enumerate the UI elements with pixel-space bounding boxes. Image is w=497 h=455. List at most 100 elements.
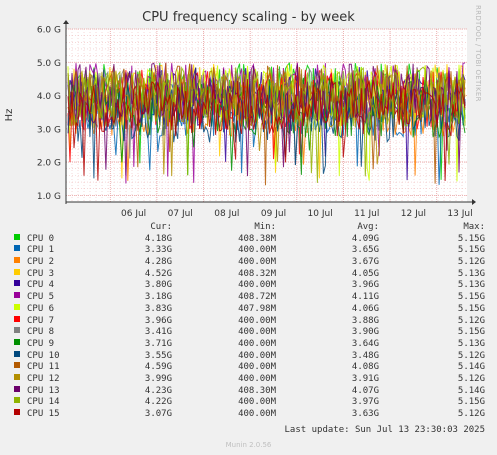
legend-min: 408.32M	[238, 268, 276, 279]
legend-name: CPU 7	[27, 315, 55, 326]
col-max-header: Max:	[463, 222, 485, 232]
legend-max: 5.15G	[457, 233, 485, 244]
legend-min: 408.30M	[238, 385, 276, 396]
legend-cur: 4.28G	[144, 257, 172, 268]
y-tick-label: 5.0 G	[37, 59, 61, 69]
legend-row: CPU 2 4.28G 400.00M 3.67G 5.12G	[0, 257, 497, 269]
legend-min: 400.00M	[238, 245, 276, 256]
y-tick-label: 4.0 G	[37, 92, 61, 102]
legend-swatch	[14, 303, 20, 310]
legend-name: CPU 5	[27, 292, 55, 303]
legend-min: 400.00M	[238, 397, 276, 408]
legend-swatch	[14, 245, 20, 252]
legend-max: 5.13G	[457, 268, 485, 279]
legend-avg: 4.11G	[351, 292, 379, 303]
legend-max: 5.15G	[457, 292, 485, 303]
legend-name: CPU 2	[27, 257, 55, 268]
legend-avg: 3.97G	[351, 397, 379, 408]
legend-avg: 3.88G	[351, 315, 379, 326]
legend-cur: 3.07G	[144, 409, 172, 419]
chart-plot: 1.0 G 2.0 G 3.0 G 4.0 G 5.0 G 6.0 G 06 Jul 07 J…	[4, 20, 476, 219]
legend-name: CPU 6	[27, 303, 55, 314]
legend-swatch	[14, 233, 20, 240]
legend-max: 5.12G	[457, 315, 485, 326]
legend-name: CPU 1	[27, 245, 55, 256]
legend-name: CPU 3	[27, 268, 55, 279]
legend-row: CPU 10 3.55G 400.00M 3.48G 5.12G	[0, 350, 497, 363]
legend-avg: 3.48G	[351, 350, 379, 361]
y-tick-label: 2.0 G	[37, 159, 61, 169]
x-tick-label: 08 Jul	[214, 209, 239, 219]
legend-row: CPU 0 4.18G 408.38M 4.09G 5.15G	[0, 233, 497, 246]
legend-swatch	[14, 280, 20, 287]
legend-min: 400.00M	[238, 257, 276, 268]
legend-avg: 3.64G	[351, 338, 379, 349]
legend-name: CPU 14	[27, 397, 60, 408]
legend-swatch	[14, 327, 20, 334]
legend-avg: 3.65G	[351, 245, 379, 256]
legend-row: CPU 13 4.23G 408.30M 4.07G 5.14G	[0, 385, 497, 398]
legend-cur: 3.41G	[144, 327, 172, 338]
x-tick-label: 11 Jul	[354, 209, 379, 219]
x-tick-label: 09 Jul	[261, 209, 286, 219]
legend-min: 400.00M	[238, 350, 276, 361]
legend-min: 400.00M	[238, 373, 276, 384]
legend-row: CPU 9 3.71G 400.00M 3.64G 5.13G	[0, 338, 497, 351]
legend-cur: 4.23G	[144, 385, 172, 396]
legend-max: 5.15G	[457, 245, 485, 256]
legend-name: CPU 0	[27, 233, 55, 244]
legend-max: 5.12G	[457, 373, 485, 384]
legend-max: 5.13G	[457, 280, 485, 291]
legend-avg: 3.96G	[351, 280, 379, 291]
munin-version: Munin 2.0.56	[225, 441, 272, 449]
legend-avg: 4.08G	[351, 362, 379, 373]
last-update: Last update: Sun Jul 13 23:30:03 2025	[284, 425, 485, 435]
legend-name: CPU 9	[27, 338, 55, 349]
col-cur-header: Cur:	[150, 222, 172, 232]
legend-row: CPU 7 3.96G 400.00M 3.88G 5.12G	[0, 315, 497, 328]
legend-swatch	[14, 338, 20, 345]
legend-table: Cur: Min: Avg: Max: CPU 0 4.18G 408.38M 4.0…	[0, 222, 497, 421]
chart-title: CPU frequency scaling - by week	[142, 10, 355, 25]
legend-min: 400.00M	[238, 362, 276, 373]
legend-cur: 4.59G	[144, 362, 172, 373]
y-tick-label: 6.0 G	[37, 26, 61, 36]
legend-cur: 3.55G	[144, 350, 172, 361]
x-tick-label: 06 Jul	[121, 209, 146, 219]
legend-name: CPU 13	[27, 385, 60, 396]
legend-cur: 3.96G	[144, 315, 172, 326]
legend-row: CPU 15 3.07G 400.00M 3.63G 5.12G	[0, 409, 497, 421]
legend-name: CPU 11	[27, 362, 60, 373]
axes: 1.0 G 2.0 G 3.0 G 4.0 G 5.0 G 6.0 G 06 Jul 07 J…	[37, 20, 476, 219]
legend-row: CPU 5 3.18G 408.72M 4.11G 5.15G	[0, 292, 497, 304]
legend-swatch	[14, 409, 20, 415]
y-tick-label: 1.0 G	[37, 192, 61, 202]
legend-name: CPU 15	[27, 409, 60, 419]
legend-max: 5.15G	[457, 397, 485, 408]
y-axis-label: Hz	[4, 109, 15, 122]
legend-cur: 4.18G	[144, 233, 172, 244]
legend-cur: 3.71G	[144, 338, 172, 349]
legend-avg: 4.07G	[351, 385, 379, 396]
legend-row: CPU 14 4.22G 400.00M 3.97G 5.15G	[0, 397, 497, 409]
legend-min: 400.00M	[238, 280, 276, 291]
legend-max: 5.14G	[457, 362, 485, 373]
legend-swatch	[14, 268, 20, 275]
x-tick-label: 07 Jul	[168, 209, 193, 219]
legend-swatch	[14, 362, 20, 369]
legend-cur: 3.18G	[144, 292, 172, 303]
legend-cur: 3.83G	[144, 303, 172, 314]
legend-min: 400.00M	[238, 327, 276, 338]
legend-min: 407.98M	[238, 303, 276, 314]
x-tick-label: 13 Jul	[447, 209, 472, 219]
legend-cur: 3.99G	[144, 373, 172, 384]
legend-max: 5.12G	[457, 350, 485, 361]
legend-row: CPU 1 3.33G 400.00M 3.65G 5.15G	[0, 245, 497, 257]
x-tick-label: 10 Jul	[308, 209, 333, 219]
legend-cur: 4.22G	[144, 397, 172, 408]
legend-max: 5.12G	[457, 409, 485, 419]
legend-rows: CPU 0 4.18G 408.38M 4.09G 5.15G CPU 1 3.33G 400…	[0, 233, 497, 421]
legend-cur: 3.33G	[144, 245, 172, 256]
legend-row: CPU 8 3.41G 400.00M 3.90G 5.15G	[0, 327, 497, 339]
legend-row: CPU 11 4.59G 400.00M 4.08G 5.14G	[0, 362, 497, 374]
